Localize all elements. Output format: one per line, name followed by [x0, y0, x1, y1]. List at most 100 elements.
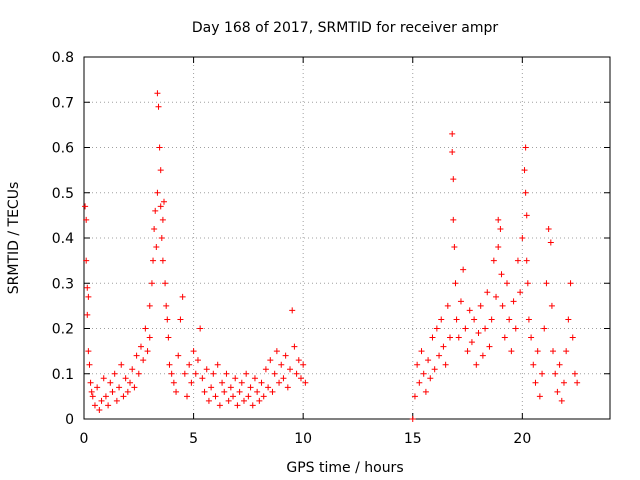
data-point: [302, 379, 309, 386]
data-point: [177, 316, 184, 323]
y-tick-label: 0.7: [52, 95, 74, 111]
data-point: [427, 375, 434, 382]
y-tick-label: 0: [65, 412, 74, 428]
data-point: [420, 370, 427, 377]
data-point: [163, 302, 170, 309]
data-point: [205, 397, 212, 404]
data-point: [300, 361, 307, 368]
data-point: [569, 334, 576, 341]
data-point: [168, 370, 175, 377]
data-point: [262, 366, 269, 373]
data-point: [133, 352, 140, 359]
data-point: [287, 366, 294, 373]
data-point: [547, 239, 554, 246]
data-point: [221, 388, 228, 395]
data-point: [184, 393, 191, 400]
data-point: [124, 388, 131, 395]
data-point: [82, 203, 89, 210]
data-point: [449, 149, 456, 156]
data-point: [556, 361, 563, 368]
data-point: [525, 316, 532, 323]
data-point: [425, 357, 432, 364]
data-point: [89, 393, 96, 400]
data-point: [438, 316, 445, 323]
data-point: [249, 402, 256, 409]
data-point: [102, 393, 109, 400]
data-point: [96, 406, 103, 413]
data-point: [83, 216, 90, 223]
data-point: [87, 379, 94, 386]
data-point: [453, 316, 460, 323]
data-point: [84, 284, 91, 291]
data-point: [142, 325, 149, 332]
data-point: [273, 348, 280, 355]
data-point: [157, 167, 164, 174]
data-point: [545, 225, 552, 232]
data-point: [155, 103, 162, 110]
data-point: [440, 343, 447, 350]
data-point: [165, 334, 172, 341]
data-point: [173, 388, 180, 395]
data-point: [265, 384, 272, 391]
data-point: [227, 384, 234, 391]
data-point: [563, 348, 570, 355]
data-point: [495, 216, 502, 223]
data-point: [194, 357, 201, 364]
data-point: [201, 388, 208, 395]
data-point: [466, 307, 473, 314]
data-point: [490, 257, 497, 264]
data-point: [429, 334, 436, 341]
data-point: [267, 357, 274, 364]
data-point: [186, 361, 193, 368]
data-point: [111, 370, 118, 377]
data-point: [148, 280, 155, 287]
data-point: [238, 379, 245, 386]
data-point: [471, 316, 478, 323]
data-point: [514, 257, 521, 264]
data-point: [120, 393, 127, 400]
data-point: [158, 235, 165, 241]
data-point: [464, 348, 471, 355]
data-point: [199, 375, 206, 382]
data-point: [203, 366, 210, 373]
data-point: [85, 293, 92, 300]
data-point: [159, 216, 166, 223]
data-point: [449, 130, 456, 137]
data-point: [98, 397, 105, 404]
data-point: [475, 330, 482, 337]
data-point: [197, 325, 204, 332]
data-point: [223, 370, 230, 377]
data-point: [230, 393, 237, 400]
y-tick-label: 0.3: [52, 276, 74, 292]
data-point: [558, 397, 565, 404]
data-point: [512, 325, 519, 332]
data-points: [82, 90, 581, 422]
data-point: [522, 189, 529, 196]
data-point: [460, 266, 467, 273]
data-point: [280, 375, 287, 382]
data-point: [84, 311, 91, 318]
data-point: [482, 325, 489, 332]
data-point: [156, 144, 163, 151]
data-point: [208, 384, 215, 391]
data-point: [541, 325, 548, 332]
data-point: [451, 244, 458, 251]
data-point: [245, 393, 252, 400]
data-point: [295, 357, 302, 364]
data-point: [118, 361, 125, 368]
data-point: [450, 216, 457, 223]
x-tick-label: 10: [294, 431, 312, 447]
data-point: [493, 293, 500, 300]
data-point: [88, 388, 95, 395]
data-point: [116, 384, 123, 391]
data-point: [536, 393, 543, 400]
data-point: [282, 352, 289, 359]
data-point: [83, 257, 90, 264]
data-point: [109, 388, 116, 395]
y-tick-label: 0.8: [52, 50, 74, 66]
data-point: [146, 334, 153, 341]
x-tick-label: 0: [80, 431, 89, 447]
data-point: [414, 361, 421, 368]
data-point: [503, 280, 510, 287]
